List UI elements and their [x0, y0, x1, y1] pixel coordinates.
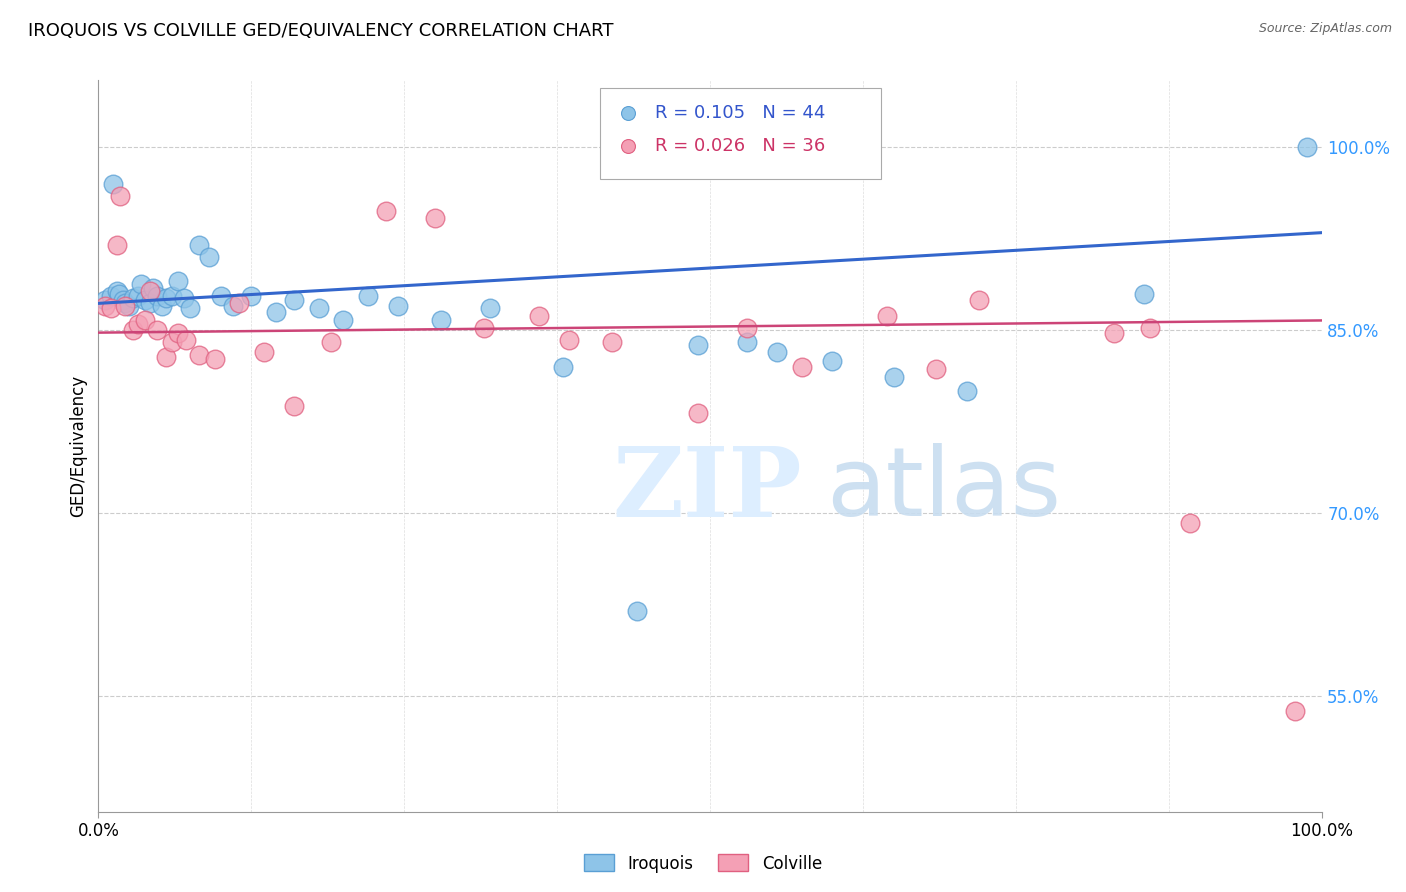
- Point: [139, 284, 162, 298]
- Point: [252, 345, 274, 359]
- Point: [626, 604, 648, 618]
- Point: [876, 309, 898, 323]
- Point: [617, 195, 640, 210]
- Point: [790, 359, 813, 374]
- Point: [283, 399, 305, 413]
- Point: [478, 301, 501, 316]
- Text: atlas: atlas: [827, 443, 1062, 536]
- Text: Source: ZipAtlas.com: Source: ZipAtlas.com: [1258, 22, 1392, 36]
- Point: [197, 250, 219, 264]
- Point: [111, 293, 134, 307]
- Point: [127, 289, 149, 303]
- Point: [167, 326, 190, 340]
- Point: [118, 299, 141, 313]
- Point: [142, 280, 165, 294]
- Point: [925, 362, 948, 376]
- Point: [93, 299, 115, 313]
- Point: [956, 384, 979, 398]
- Point: [1284, 704, 1306, 718]
- Point: [766, 345, 789, 359]
- Point: [1139, 320, 1161, 334]
- Point: [553, 359, 575, 374]
- Point: [204, 352, 226, 367]
- Point: [319, 335, 342, 350]
- Point: [228, 296, 250, 310]
- Point: [155, 292, 177, 306]
- Point: [222, 299, 245, 313]
- Point: [472, 320, 495, 334]
- Point: [967, 293, 990, 307]
- Point: [374, 203, 396, 218]
- Text: R = 0.026   N = 36: R = 0.026 N = 36: [655, 137, 825, 155]
- Point: [105, 237, 128, 252]
- Point: [686, 338, 709, 352]
- Y-axis label: GED/Equivalency: GED/Equivalency: [69, 375, 87, 517]
- Point: [114, 299, 136, 313]
- Point: [387, 299, 409, 313]
- Point: [187, 348, 209, 362]
- Point: [176, 333, 198, 347]
- Point: [735, 320, 758, 334]
- Point: [1296, 140, 1319, 154]
- Point: [121, 292, 143, 306]
- FancyBboxPatch shape: [600, 87, 882, 179]
- Point: [167, 275, 190, 289]
- Point: [110, 189, 132, 203]
- Point: [101, 177, 124, 191]
- Point: [105, 284, 128, 298]
- Point: [155, 350, 177, 364]
- Point: [146, 289, 169, 303]
- Point: [121, 323, 143, 337]
- Point: [821, 353, 844, 368]
- Point: [160, 289, 183, 303]
- Legend: Iroquois, Colville: Iroquois, Colville: [578, 847, 828, 880]
- Point: [100, 301, 122, 316]
- Point: [1178, 516, 1201, 530]
- Text: IROQUOIS VS COLVILLE GED/EQUIVALENCY CORRELATION CHART: IROQUOIS VS COLVILLE GED/EQUIVALENCY COR…: [28, 22, 613, 40]
- Point: [127, 317, 149, 331]
- Point: [1102, 326, 1125, 340]
- Point: [209, 289, 232, 303]
- Point: [150, 299, 173, 313]
- Point: [883, 369, 905, 384]
- Point: [558, 333, 581, 347]
- Text: R = 0.105   N = 44: R = 0.105 N = 44: [655, 104, 825, 122]
- Point: [686, 406, 709, 420]
- Point: [600, 335, 623, 350]
- Point: [114, 296, 136, 310]
- Point: [308, 301, 330, 316]
- Point: [240, 289, 263, 303]
- Point: [160, 335, 183, 350]
- Point: [283, 293, 305, 307]
- Point: [423, 211, 446, 225]
- Point: [179, 301, 201, 316]
- Point: [100, 289, 122, 303]
- Point: [108, 286, 131, 301]
- Point: [93, 293, 115, 307]
- Point: [139, 296, 162, 310]
- Point: [129, 277, 152, 291]
- Point: [430, 313, 453, 327]
- Point: [134, 293, 156, 307]
- Point: [1133, 286, 1156, 301]
- Point: [356, 289, 378, 303]
- Point: [332, 313, 354, 327]
- Point: [527, 309, 550, 323]
- Text: ZIP: ZIP: [612, 443, 801, 537]
- Point: [264, 305, 287, 319]
- Point: [617, 250, 640, 264]
- Point: [134, 313, 156, 327]
- Point: [146, 323, 169, 337]
- Point: [187, 237, 209, 252]
- Point: [735, 335, 758, 350]
- Point: [173, 292, 195, 306]
